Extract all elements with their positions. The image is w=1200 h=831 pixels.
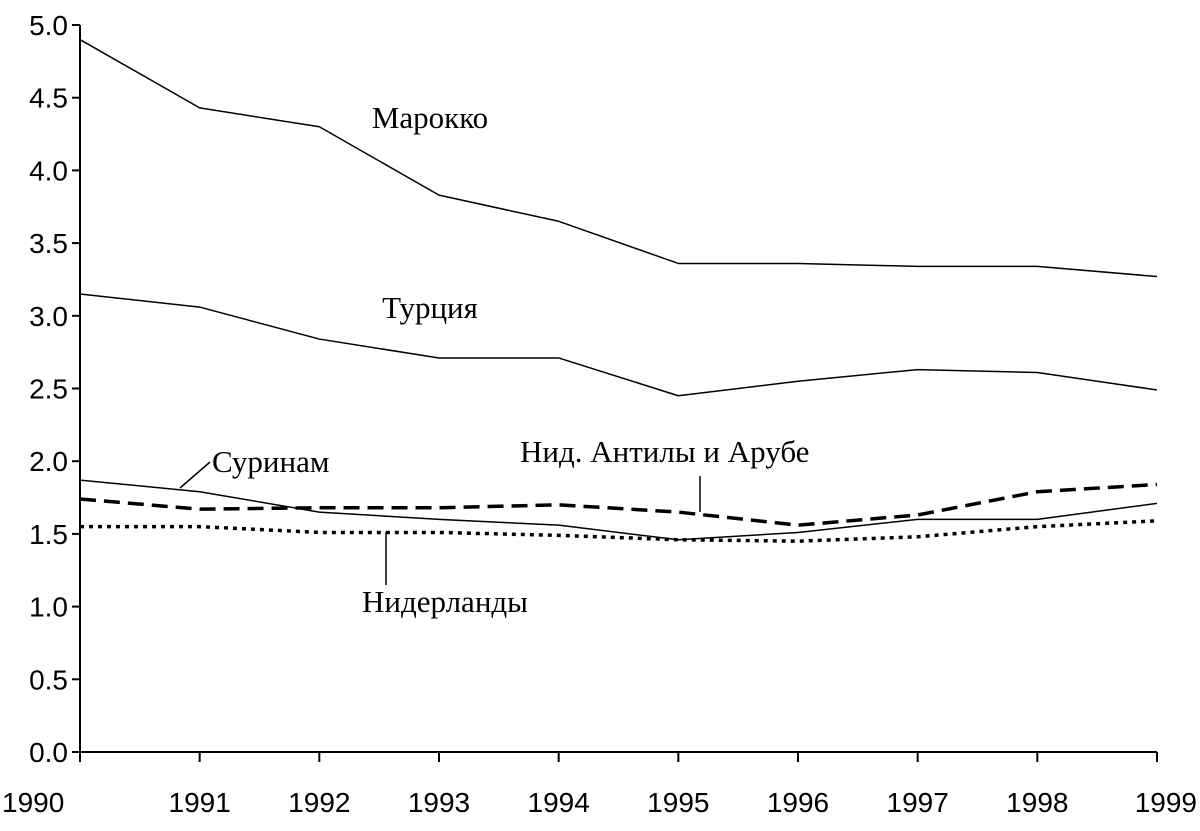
series-line xyxy=(79,38,1158,278)
x-tick-label: 1990 xyxy=(2,787,64,818)
x-tick-label: 1999 xyxy=(1135,787,1197,818)
leader-line xyxy=(179,461,211,489)
x-tick-label: 1992 xyxy=(288,787,350,818)
series-label: Нид. Антилы и Арубе xyxy=(520,434,809,469)
series-line xyxy=(79,293,1158,397)
series-line xyxy=(79,482,1158,527)
y-tick-label: 2.0 xyxy=(29,446,68,477)
y-tick-label: 2.5 xyxy=(29,374,68,405)
series-line xyxy=(80,519,1158,543)
x-tick-label: 1991 xyxy=(169,787,231,818)
y-tick-label: 0.5 xyxy=(29,664,68,695)
y-tick-label: 3.5 xyxy=(29,228,68,259)
x-tick-label: 1998 xyxy=(1006,787,1068,818)
y-tick-label: 1.5 xyxy=(29,519,68,550)
series-line xyxy=(79,479,1158,541)
series-label: Нидерланды xyxy=(362,584,528,619)
x-tick-label: 1994 xyxy=(528,787,590,818)
y-tick-label: 4.5 xyxy=(29,83,68,114)
series-label: Суринам xyxy=(212,444,329,479)
series-label: Турция xyxy=(382,290,478,325)
series-label: Марокко xyxy=(372,100,488,135)
x-tick-label: 1997 xyxy=(887,787,949,818)
x-tick-label: 1996 xyxy=(767,787,829,818)
y-tick-label: 5.0 xyxy=(29,10,68,41)
y-tick-label: 0.0 xyxy=(29,737,68,768)
x-tick-label: 1993 xyxy=(408,787,470,818)
y-tick-label: 1.0 xyxy=(29,592,68,623)
y-tick-label: 3.0 xyxy=(29,301,68,332)
x-tick-label: 1995 xyxy=(647,787,709,818)
y-tick-label: 4.0 xyxy=(29,155,68,186)
